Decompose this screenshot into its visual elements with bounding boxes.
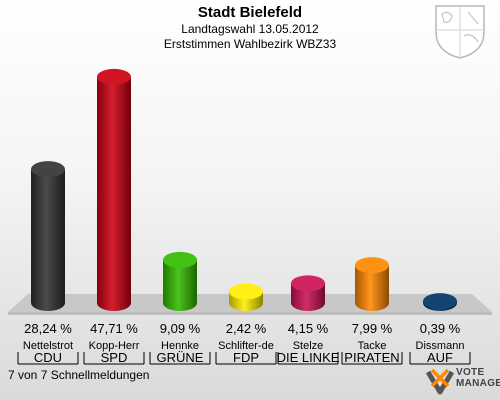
votemanager-logo-icon — [426, 368, 454, 395]
party-bracket — [409, 352, 471, 365]
bar-auf — [423, 293, 457, 311]
candidate-label: Hennke — [161, 340, 199, 352]
bar-fdp — [229, 283, 263, 311]
coat-of-arms-icon — [435, 5, 485, 59]
party-bracket — [17, 352, 79, 365]
value-label: 28,24 % — [24, 321, 72, 336]
candidate-label: Tacke — [358, 340, 387, 352]
value-label: 4,15 % — [288, 321, 329, 336]
candidate-label: Stelze — [293, 340, 324, 352]
logo-line-2: MANAGER — [456, 378, 500, 389]
party-bracket — [341, 352, 403, 365]
party-label: FDP — [233, 350, 259, 365]
party-label: GRÜNE — [157, 350, 204, 365]
votemanager-logo-text: VOTE MANAGER — [456, 367, 500, 389]
value-label: 2,42 % — [226, 321, 267, 336]
bar-die-linke — [291, 275, 325, 311]
party-bracket — [215, 352, 277, 365]
value-label: 7,99 % — [352, 321, 393, 336]
party-label: PIRATEN — [344, 350, 399, 365]
value-label: 9,09 % — [160, 321, 201, 336]
party-bracket — [83, 352, 145, 365]
bar-spd — [97, 68, 131, 311]
party-bracket — [277, 352, 339, 365]
bar-cdu — [31, 161, 65, 311]
chart-title: Stadt Bielefeld — [197, 4, 303, 21]
logo-line-1: VOTE — [456, 367, 485, 378]
chart-floor-edge — [8, 312, 492, 315]
bar-piraten — [355, 257, 389, 311]
bar-gr-ne — [163, 251, 197, 311]
candidate-label: Kopp-Herr — [89, 340, 140, 352]
status-text: 7 von 7 Schnellmeldungen — [8, 368, 150, 382]
party-label: DIE LINKE — [277, 350, 340, 365]
chart-subtitle-election: Landtagswahl 13.05.2012 — [181, 22, 319, 36]
chart-subtitle-district: Erststimmen Wahlbezirk WBZ33 — [163, 37, 337, 51]
value-label: 0,39 % — [420, 321, 461, 336]
votemanager-logo: VOTE MANAGER — [426, 364, 500, 398]
candidate-label: Nettelstrot — [23, 340, 73, 352]
candidate-label: Schlifter-de — [218, 340, 274, 352]
value-label: 47,71 % — [90, 321, 138, 336]
party-bracket — [149, 352, 211, 365]
candidate-label: Dissmann — [416, 340, 465, 352]
party-label: CDU — [34, 350, 62, 365]
party-label: SPD — [101, 350, 128, 365]
party-label: AUF — [427, 350, 453, 365]
